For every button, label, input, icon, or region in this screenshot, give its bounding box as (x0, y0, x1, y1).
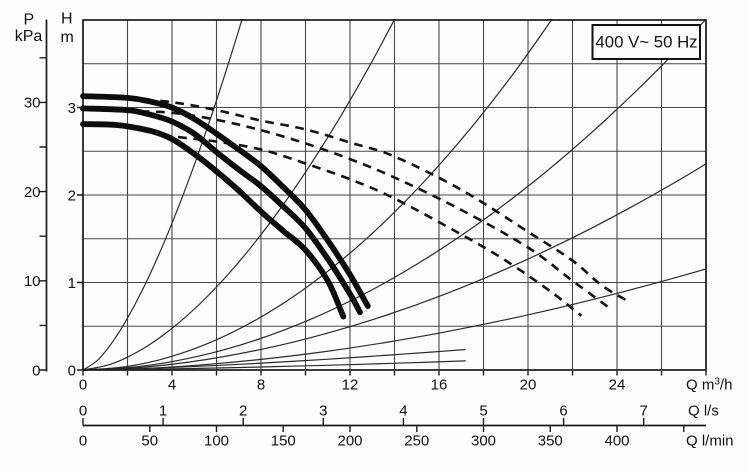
svg-text:2: 2 (68, 187, 76, 204)
svg-text:0: 0 (79, 377, 87, 394)
svg-text:150: 150 (271, 433, 296, 450)
svg-text:20: 20 (24, 184, 41, 201)
svg-text:20: 20 (520, 377, 537, 394)
svg-text:1: 1 (159, 403, 167, 420)
svg-text:3: 3 (68, 100, 76, 117)
svg-text:300: 300 (471, 433, 496, 450)
svg-text:5: 5 (479, 403, 487, 420)
svg-text:P: P (23, 11, 34, 28)
svg-text:10: 10 (24, 273, 41, 290)
svg-text:400 V~ 50 Hz: 400 V~ 50 Hz (595, 33, 697, 52)
svg-text:8: 8 (257, 377, 265, 394)
svg-text:H: H (61, 10, 73, 27)
svg-text:Q l/min: Q l/min (686, 433, 734, 450)
svg-text:200: 200 (337, 433, 362, 450)
svg-text:0: 0 (79, 403, 87, 420)
svg-text:400: 400 (604, 433, 629, 450)
svg-text:m: m (61, 29, 74, 46)
svg-text:250: 250 (404, 433, 429, 450)
svg-text:6: 6 (559, 403, 567, 420)
svg-text:Q l/s: Q l/s (688, 403, 719, 420)
svg-text:0: 0 (32, 362, 40, 379)
svg-text:12: 12 (342, 377, 359, 394)
svg-text:2: 2 (239, 403, 247, 420)
svg-text:50: 50 (141, 433, 158, 450)
svg-text:0: 0 (79, 433, 87, 450)
svg-text:350: 350 (538, 433, 563, 450)
svg-text:7: 7 (640, 403, 648, 420)
svg-text:1: 1 (68, 275, 76, 292)
svg-text:4: 4 (399, 403, 407, 420)
svg-text:24: 24 (609, 377, 626, 394)
svg-text:Q m3/h: Q m3/h (686, 377, 732, 394)
svg-text:16: 16 (431, 377, 448, 394)
svg-text:3: 3 (319, 403, 327, 420)
svg-text:100: 100 (204, 433, 229, 450)
svg-text:4: 4 (168, 377, 176, 394)
svg-text:0: 0 (68, 362, 76, 379)
svg-text:kPa: kPa (15, 28, 43, 45)
svg-text:30: 30 (24, 95, 41, 112)
